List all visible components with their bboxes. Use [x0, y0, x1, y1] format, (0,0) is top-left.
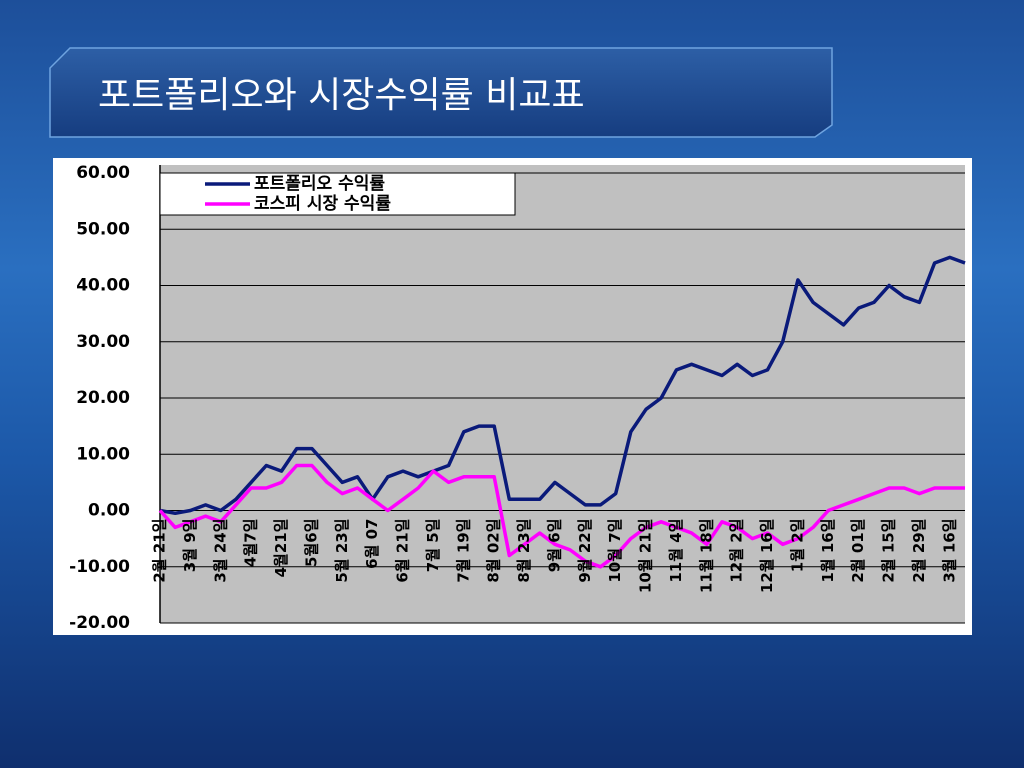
x-tick-label: 8월 23일	[515, 519, 533, 583]
y-tick-label: 10.00	[76, 444, 130, 464]
x-tick-label: 11월 4일	[667, 519, 685, 583]
x-tick-label: 12월 2일	[728, 519, 746, 583]
series-line	[158, 463, 965, 569]
x-tick-label: 5월 23일	[333, 519, 351, 583]
x-tick-label: 5월6일	[302, 519, 320, 567]
y-tick-label: 0.00	[88, 501, 130, 521]
x-tick-label: 8월 02일	[485, 519, 503, 583]
x-tick-label: 2월 15일	[880, 519, 898, 583]
x-tick-label: 6월 21일	[394, 519, 412, 583]
x-tick-label: 1월 16일	[819, 519, 837, 583]
x-tick-label: 11월 18일	[697, 519, 715, 594]
x-tick-label: 2월 01일	[849, 519, 867, 583]
x-tick-label: 7월 19일	[454, 519, 472, 583]
x-tick-label: 2월 29일	[910, 519, 928, 583]
x-tick-label: 10월 7일	[606, 519, 624, 583]
x-tick-label: 9월 22일	[576, 519, 594, 583]
slide-title: 포트폴리오와 시장수익률 비교표	[98, 75, 585, 116]
title-banner	[49, 47, 833, 138]
x-tick-label: 9월 6일	[545, 519, 563, 573]
x-tick-label: 2월 21일	[151, 519, 169, 583]
legend-box	[159, 172, 516, 216]
x-tick-label: 7월 5일	[424, 519, 442, 573]
series-line	[159, 255, 966, 516]
x-tick-label: 10월 21일	[637, 519, 655, 594]
x-tick-label: 1월 2일	[788, 519, 806, 573]
legend-label: 코스피 시장 수익률	[254, 194, 391, 214]
y-tick-label: -10.00	[69, 557, 130, 577]
x-tick-label: 12월 16일	[758, 519, 776, 594]
y-tick-label: 30.00	[76, 332, 130, 352]
x-tick-label: 6월 07	[363, 519, 381, 569]
y-tick-label: -20.00	[69, 613, 130, 633]
x-tick-label: 4월21일	[272, 519, 290, 578]
x-tick-label: 3월 16일	[940, 519, 958, 583]
y-tick-label: 20.00	[76, 388, 130, 408]
x-tick-label: 3월 24일	[211, 519, 229, 583]
x-tick-label: 4월7일	[242, 519, 260, 567]
y-tick-label: 60.00	[76, 163, 130, 183]
legend-label: 포트폴리오 수익률	[254, 174, 385, 194]
x-tick-label: 3월 9일	[181, 519, 199, 573]
y-tick-label: 50.00	[76, 219, 130, 239]
y-tick-label: 40.00	[76, 276, 130, 296]
